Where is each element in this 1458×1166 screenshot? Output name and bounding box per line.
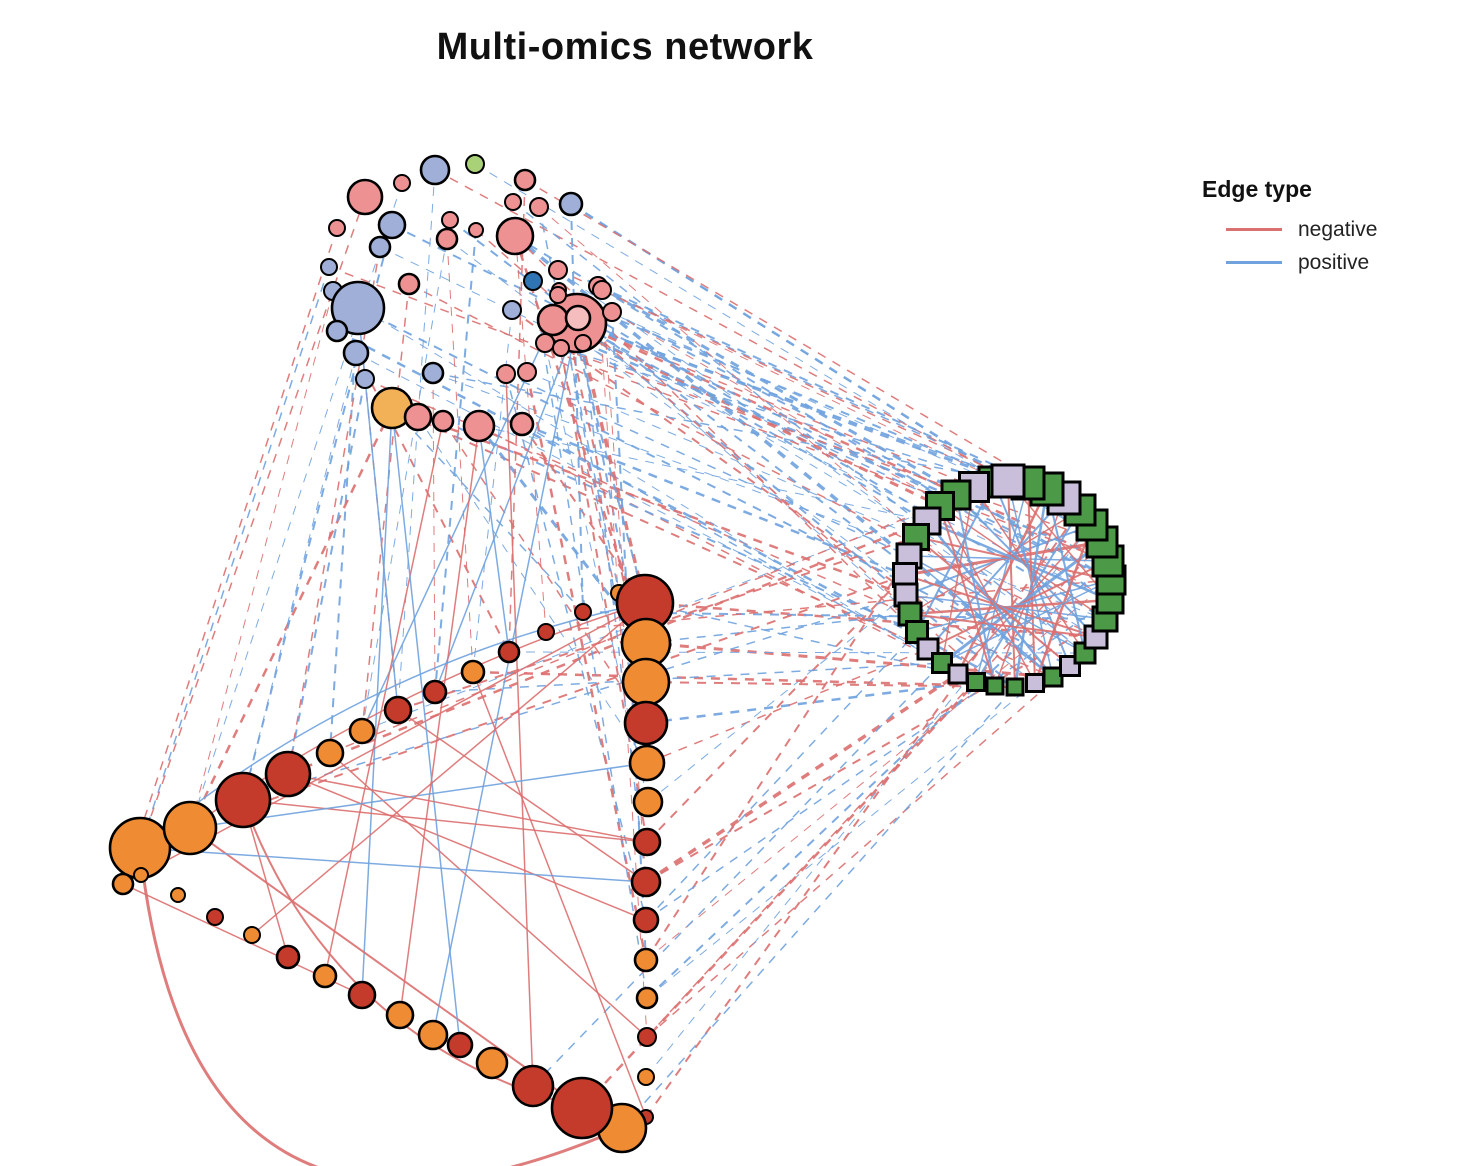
legend-title: Edge type xyxy=(1202,176,1312,202)
legend-label-positive: positive xyxy=(1298,250,1370,274)
negative-edge-swatch xyxy=(1226,228,1282,231)
edge-type-legend: Edge type negative positive xyxy=(1202,176,1377,279)
positive-edge-swatch xyxy=(1226,261,1282,264)
circle-nodes-layer xyxy=(108,154,675,1154)
mrna-square-nodes-layer xyxy=(892,463,1127,697)
legend-item-negative: negative xyxy=(1202,213,1377,246)
page-title: Multi-omics network xyxy=(436,26,814,68)
edges-layer xyxy=(122,163,1112,1166)
legend-item-positive: positive xyxy=(1202,246,1377,279)
legend-label-negative: negative xyxy=(1298,217,1378,241)
